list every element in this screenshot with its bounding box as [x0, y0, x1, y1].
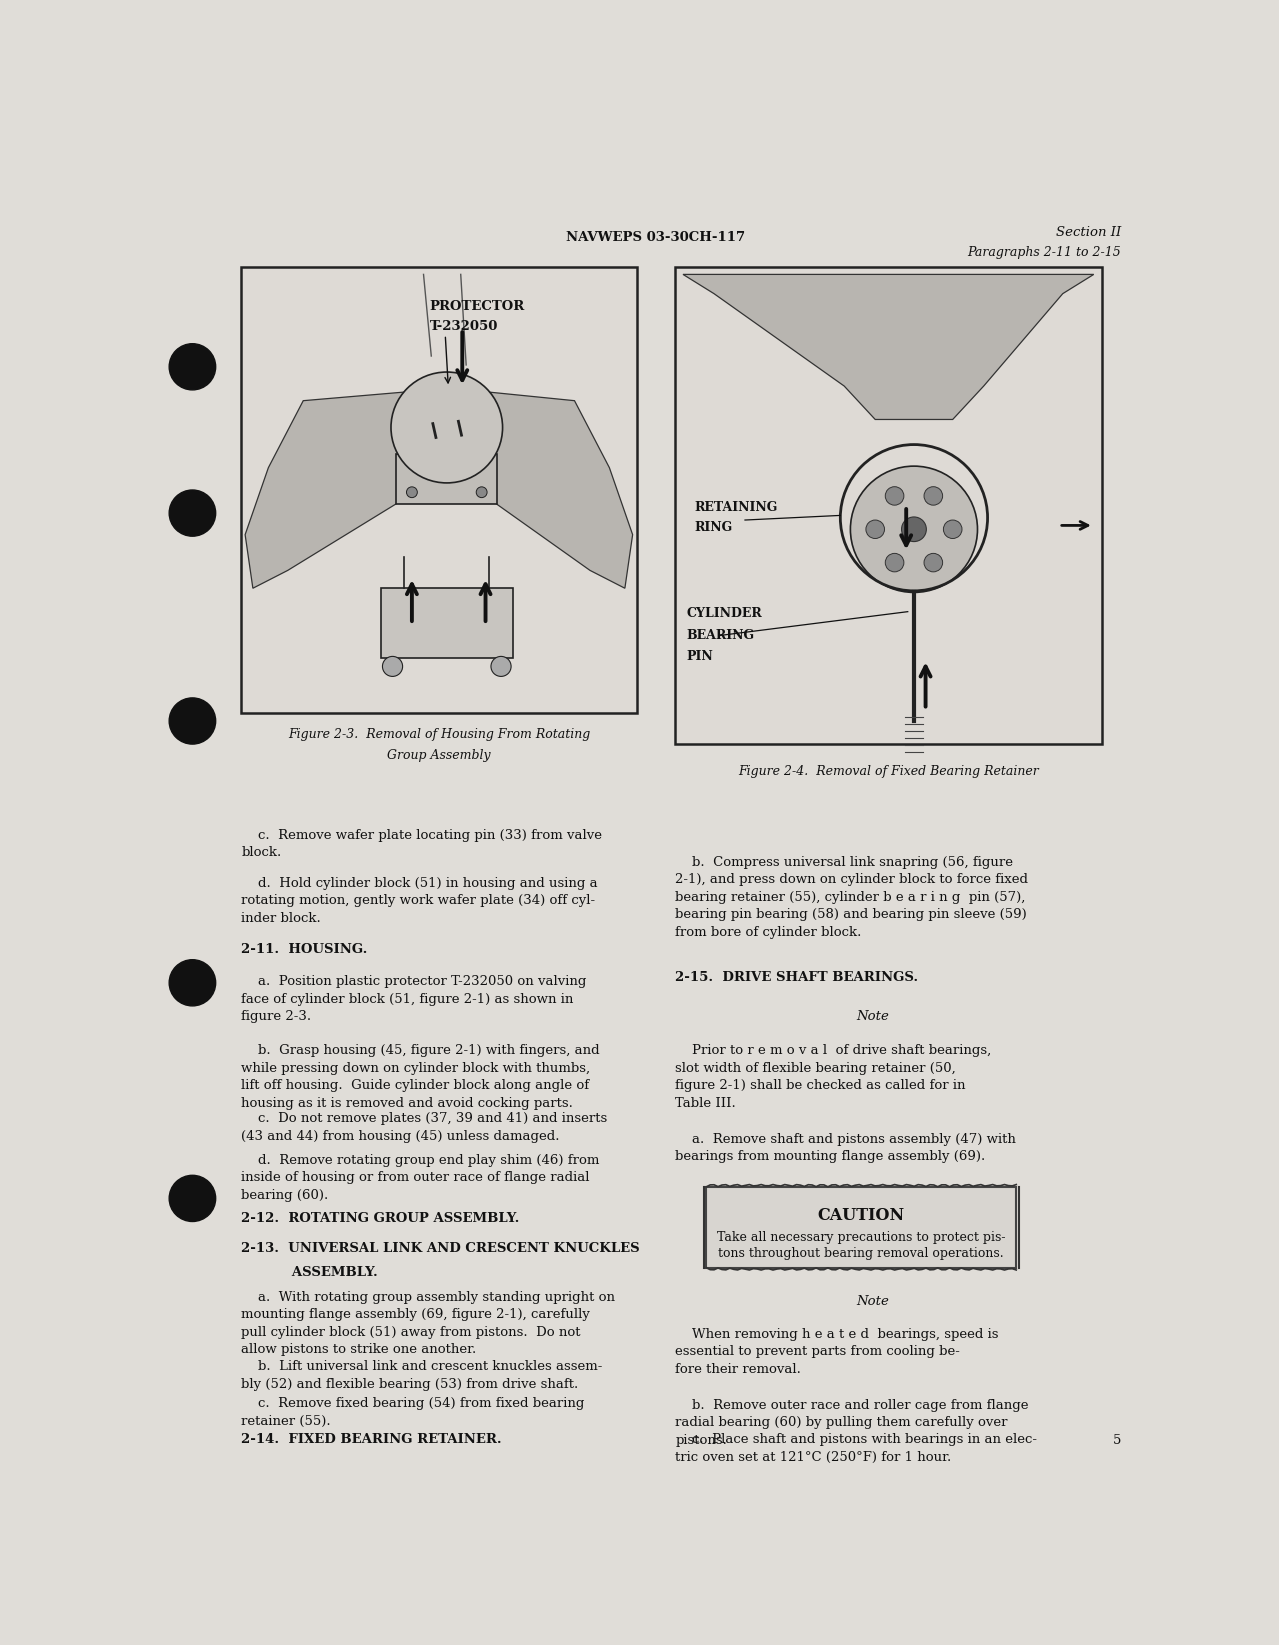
Circle shape [407, 487, 417, 498]
Text: PROTECTOR: PROTECTOR [430, 301, 524, 313]
Text: b.  Compress universal link snapring (56, figure
2-1), and press down on cylinde: b. Compress universal link snapring (56,… [675, 855, 1028, 939]
Circle shape [169, 490, 216, 536]
Text: Note: Note [857, 1010, 889, 1023]
Text: CYLINDER: CYLINDER [687, 607, 762, 620]
Text: 2-12.  ROTATING GROUP ASSEMBLY.: 2-12. ROTATING GROUP ASSEMBLY. [242, 1212, 519, 1226]
Bar [706, 1186, 1017, 1268]
Circle shape [382, 656, 403, 676]
Circle shape [169, 697, 216, 744]
Text: c.  Remove wafer plate locating pin (33) from valve
block.: c. Remove wafer plate locating pin (33) … [242, 829, 602, 859]
Text: 2-11.  HOUSING.: 2-11. HOUSING. [242, 943, 367, 956]
Text: Figure 2-3.  Removal of Housing From Rotating: Figure 2-3. Removal of Housing From Rota… [288, 729, 590, 742]
Text: RING: RING [694, 521, 733, 535]
Circle shape [885, 487, 904, 505]
Bar [396, 454, 498, 505]
Text: a.  With rotating group assembly standing upright on
mounting flange assembly (6: a. With rotating group assembly standing… [242, 1291, 615, 1355]
Circle shape [169, 344, 216, 390]
Bar [675, 266, 1101, 744]
Text: Section II: Section II [1055, 225, 1120, 239]
Circle shape [391, 372, 503, 484]
Circle shape [885, 553, 904, 572]
Text: d.  Hold cylinder block (51) in housing and using a
rotating motion, gently work: d. Hold cylinder block (51) in housing a… [242, 877, 597, 924]
Circle shape [851, 466, 977, 592]
Text: b.  Remove outer race and roller cage from flange
radial bearing (60) by pulling: b. Remove outer race and roller cage fro… [675, 1398, 1028, 1446]
Circle shape [169, 1175, 216, 1222]
Circle shape [491, 656, 512, 676]
Text: c.  Place shaft and pistons with bearings in an elec-
tric oven set at 121°C (25: c. Place shaft and pistons with bearings… [675, 1433, 1037, 1464]
Text: When removing h e a t e d  bearings, speed is
essential to prevent parts from co: When removing h e a t e d bearings, spee… [675, 1328, 999, 1375]
Text: Figure 2-4.  Removal of Fixed Bearing Retainer: Figure 2-4. Removal of Fixed Bearing Ret… [738, 765, 1039, 778]
Text: ASSEMBLY.: ASSEMBLY. [242, 1267, 379, 1280]
Text: CAUTION: CAUTION [817, 1207, 904, 1224]
Circle shape [923, 487, 943, 505]
Circle shape [923, 553, 943, 572]
Circle shape [169, 959, 216, 1005]
Text: 5: 5 [1113, 1434, 1120, 1448]
Text: 2-14.  FIXED BEARING RETAINER.: 2-14. FIXED BEARING RETAINER. [242, 1433, 501, 1446]
Text: NAVWEPS 03-30CH-117: NAVWEPS 03-30CH-117 [567, 230, 746, 243]
Text: b.  Grasp housing (45, figure 2-1) with fingers, and
while pressing down on cyli: b. Grasp housing (45, figure 2-1) with f… [242, 1045, 600, 1110]
Text: Take all necessary precautions to protect pis-
tons throughout bearing removal o: Take all necessary precautions to protec… [718, 1230, 1005, 1260]
Circle shape [866, 520, 885, 538]
Bar [242, 266, 637, 714]
Text: 2-15.  DRIVE SHAFT BEARINGS.: 2-15. DRIVE SHAFT BEARINGS. [675, 971, 918, 984]
Text: a.  Remove shaft and pistons assembly (47) with
bearings from mounting flange as: a. Remove shaft and pistons assembly (47… [675, 1133, 1016, 1163]
Text: b.  Lift universal link and crescent knuckles assem-
bly (52) and flexible beari: b. Lift universal link and crescent knuc… [242, 1360, 602, 1390]
Text: a.  Position plastic protector T-232050 on valving
face of cylinder block (51, f: a. Position plastic protector T-232050 o… [242, 975, 587, 1023]
Polygon shape [246, 392, 423, 589]
Circle shape [944, 520, 962, 538]
Text: Group Assembly: Group Assembly [388, 748, 491, 762]
Polygon shape [683, 275, 1094, 419]
Text: c.  Do not remove plates (37, 39 and 41) and inserts
(43 and 44) from housing (4: c. Do not remove plates (37, 39 and 41) … [242, 1112, 608, 1143]
Text: T-232050: T-232050 [430, 321, 498, 334]
Text: RETAINING: RETAINING [694, 502, 778, 515]
Polygon shape [469, 392, 633, 589]
Text: Prior to r e m o v a l  of drive shaft bearings,
slot width of flexible bearing : Prior to r e m o v a l of drive shaft be… [675, 1045, 991, 1110]
Text: d.  Remove rotating group end play shim (46) from
inside of housing or from oute: d. Remove rotating group end play shim (… [242, 1153, 600, 1202]
Text: 2-13.  UNIVERSAL LINK AND CRESCENT KNUCKLES: 2-13. UNIVERSAL LINK AND CRESCENT KNUCKL… [242, 1242, 640, 1255]
Bar [381, 589, 513, 658]
Text: Paragraphs 2-11 to 2-15: Paragraphs 2-11 to 2-15 [967, 247, 1120, 260]
Text: Note: Note [857, 1295, 889, 1308]
Text: BEARING: BEARING [687, 628, 755, 642]
Text: c.  Remove fixed bearing (54) from fixed bearing
retainer (55).: c. Remove fixed bearing (54) from fixed … [242, 1397, 585, 1428]
Text: PIN: PIN [687, 650, 714, 663]
Circle shape [902, 517, 926, 541]
Circle shape [476, 487, 487, 498]
